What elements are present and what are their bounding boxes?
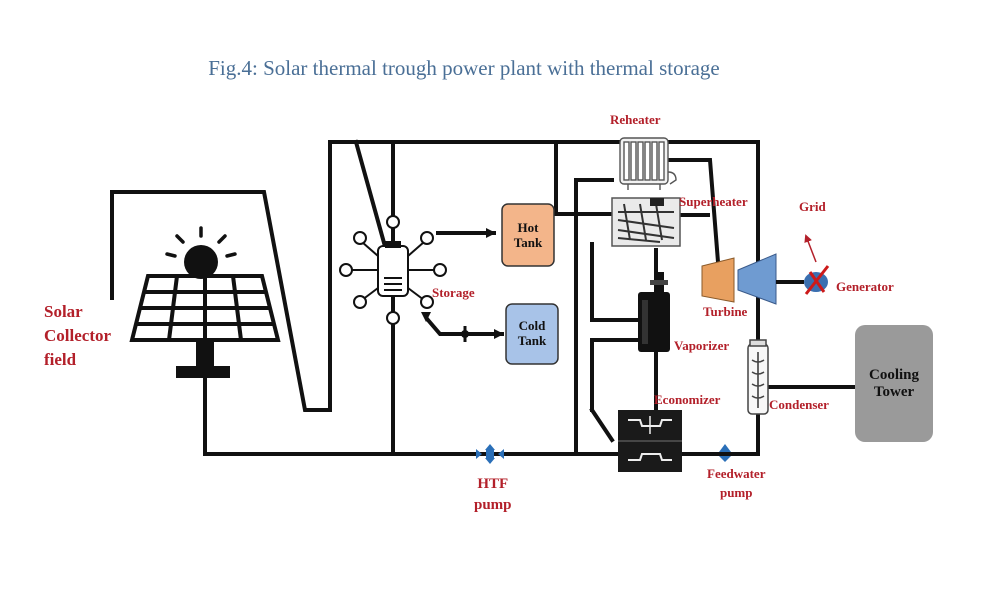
figure-caption: Fig.4: Solar thermal trough power plant … bbox=[208, 56, 720, 80]
storage-hub-icon bbox=[339, 215, 447, 325]
storage-valve-icon bbox=[421, 312, 469, 342]
turbine-icon bbox=[701, 253, 804, 305]
grid-label: Grid bbox=[799, 199, 826, 214]
solar-panel-icon bbox=[129, 274, 281, 378]
condenser-label: Condenser bbox=[769, 397, 829, 412]
turbine-label: Turbine bbox=[703, 304, 748, 319]
economizer-feed-pipe bbox=[590, 338, 640, 412]
superheater-icon bbox=[611, 197, 681, 247]
steam-to-turbine-pipe bbox=[668, 158, 721, 265]
generator-icon bbox=[804, 234, 830, 295]
reheater-label: Reheater bbox=[610, 112, 661, 127]
htf-return-pipe bbox=[203, 373, 692, 456]
storage-label: Storage bbox=[432, 285, 475, 300]
feedwater-pump-icon bbox=[719, 444, 731, 462]
superheater-label: Superheater bbox=[679, 194, 748, 209]
feedwater-pump-label: Feedwater pump bbox=[707, 466, 766, 500]
vaporizer-label: Vaporizer bbox=[674, 338, 730, 353]
generator-label: Generator bbox=[836, 279, 894, 294]
cooling-tower-label: Cooling Tower bbox=[868, 367, 919, 400]
vaporizer-icon bbox=[638, 272, 670, 352]
pipes bbox=[110, 139, 857, 456]
storage-feed-pipe bbox=[353, 139, 389, 253]
reheater-icon bbox=[619, 137, 677, 190]
sun-icon bbox=[165, 226, 237, 279]
economizer-in-pipe bbox=[589, 407, 615, 443]
collector-loop-pipe bbox=[110, 140, 760, 412]
pump-icon bbox=[476, 444, 731, 464]
htf-pump-icon bbox=[476, 444, 504, 464]
htf-pump-label: HTF pump bbox=[474, 476, 512, 513]
cold-tank-label: Cold Tank bbox=[517, 318, 547, 348]
economizer-icon bbox=[618, 410, 682, 472]
solar-collector-field-label: Solar Collector field bbox=[44, 302, 112, 369]
condenser-icon bbox=[747, 339, 769, 415]
hot-tank-label: Hot Tank bbox=[513, 220, 543, 250]
cooling-tower bbox=[855, 325, 933, 442]
to-cold-tank-pipe bbox=[425, 317, 504, 339]
economizer-label: Economizer bbox=[654, 392, 721, 407]
cold-tank bbox=[505, 303, 559, 365]
hot-tank bbox=[501, 203, 555, 267]
